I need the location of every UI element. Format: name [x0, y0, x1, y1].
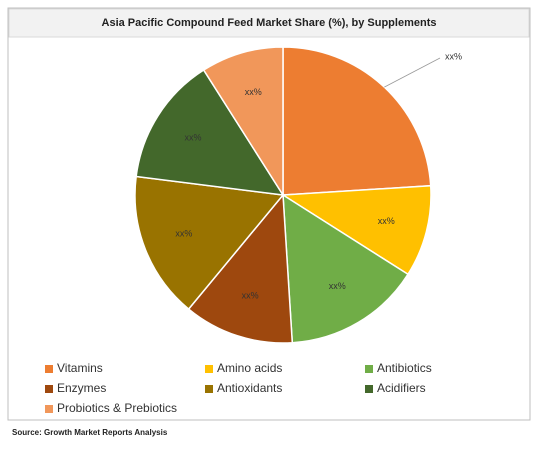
pie-slice	[280, 184, 432, 276]
legend-swatch	[45, 385, 53, 393]
legend-swatch	[45, 365, 53, 373]
pie-slice	[187, 193, 294, 344]
data-label: xx%	[378, 216, 395, 226]
legend-label: Antioxidants	[217, 381, 282, 395]
pie-slice	[135, 69, 285, 196]
data-label: xx%	[185, 132, 202, 142]
data-label: xx%	[329, 281, 346, 291]
pie-slice	[282, 193, 409, 344]
legend-swatch	[45, 405, 53, 413]
title-bar	[8, 8, 530, 38]
leader-line	[384, 57, 441, 88]
data-label: xx%	[245, 87, 262, 97]
legend-swatch	[365, 365, 373, 373]
data-label: xx%	[242, 291, 259, 301]
pie-slice	[282, 46, 432, 196]
chart-title: Asia Pacific Compound Feed Market Share …	[102, 17, 437, 29]
legend-label: Antibiotics	[377, 361, 432, 375]
legend-label: Acidifiers	[377, 381, 426, 395]
legend-label: Probiotics & Prebiotics	[57, 401, 177, 415]
legend-swatch	[205, 385, 213, 393]
legend-label: Vitamins	[57, 361, 103, 375]
pie-slice	[134, 175, 285, 311]
legend-label: Enzymes	[57, 381, 106, 395]
legend-swatch	[365, 385, 373, 393]
pie-slice	[202, 46, 284, 198]
legend-swatch	[205, 365, 213, 373]
data-label: xx%	[175, 229, 192, 239]
source: Source: Growth Market Reports Analysis	[12, 428, 168, 437]
data-label: xx%	[445, 51, 462, 61]
legend-label: Amino acids	[217, 361, 282, 375]
